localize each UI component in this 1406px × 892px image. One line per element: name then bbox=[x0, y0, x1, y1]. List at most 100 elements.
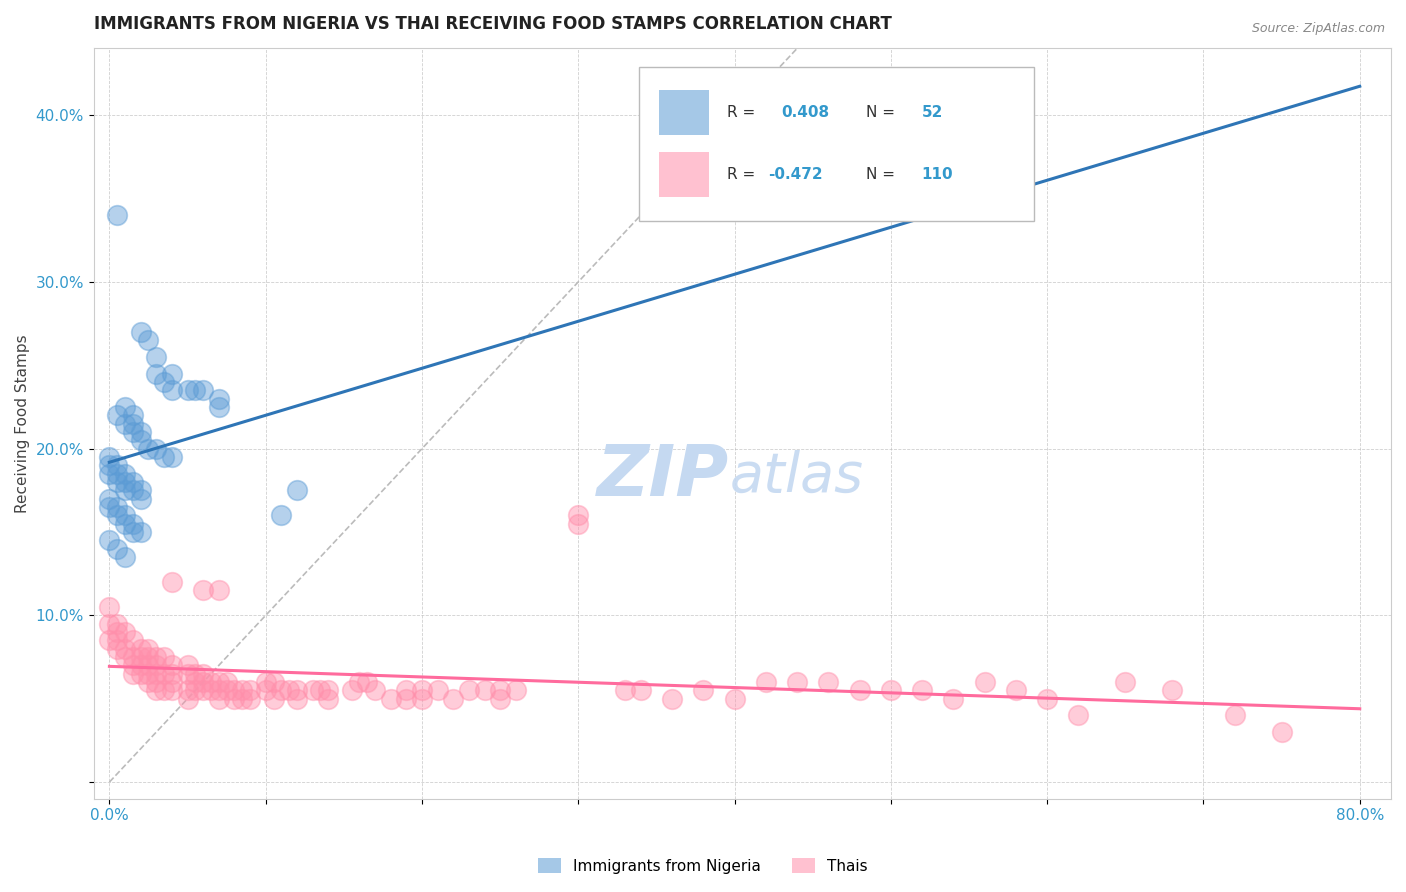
Text: -0.472: -0.472 bbox=[768, 167, 823, 182]
Point bbox=[121, 666, 143, 681]
FancyBboxPatch shape bbox=[659, 90, 709, 135]
Point bbox=[129, 425, 152, 439]
Point bbox=[176, 683, 198, 698]
Point bbox=[98, 633, 121, 648]
Legend: Immigrants from Nigeria, Thais: Immigrants from Nigeria, Thais bbox=[533, 852, 873, 880]
Point bbox=[114, 483, 136, 498]
Point bbox=[1114, 675, 1136, 690]
Point bbox=[160, 367, 183, 381]
Point bbox=[98, 600, 121, 615]
Point bbox=[184, 666, 207, 681]
Point bbox=[153, 683, 176, 698]
Point bbox=[224, 691, 246, 706]
FancyBboxPatch shape bbox=[638, 67, 1035, 221]
Text: IMMIGRANTS FROM NIGERIA VS THAI RECEIVING FOOD STAMPS CORRELATION CHART: IMMIGRANTS FROM NIGERIA VS THAI RECEIVIN… bbox=[94, 15, 891, 33]
Point bbox=[176, 384, 198, 398]
Point bbox=[160, 675, 183, 690]
Point bbox=[105, 633, 128, 648]
Point bbox=[153, 650, 176, 665]
Point bbox=[105, 541, 128, 556]
Text: atlas: atlas bbox=[730, 450, 863, 502]
Point bbox=[270, 508, 292, 523]
Point bbox=[411, 691, 433, 706]
Point bbox=[614, 683, 637, 698]
Point bbox=[114, 650, 136, 665]
Point bbox=[176, 691, 198, 706]
Point bbox=[114, 417, 136, 431]
Point bbox=[309, 683, 332, 698]
Point bbox=[224, 683, 246, 698]
Point bbox=[105, 625, 128, 640]
Point bbox=[942, 691, 965, 706]
Point bbox=[138, 442, 160, 456]
Text: R =: R = bbox=[727, 104, 761, 120]
Point bbox=[145, 658, 167, 673]
Point bbox=[239, 691, 262, 706]
Point bbox=[208, 400, 231, 414]
Point bbox=[263, 691, 285, 706]
Point bbox=[121, 650, 143, 665]
Point bbox=[184, 384, 207, 398]
Point bbox=[1005, 683, 1028, 698]
Point bbox=[285, 683, 308, 698]
Point bbox=[176, 666, 198, 681]
Point bbox=[121, 516, 143, 531]
Point bbox=[105, 409, 128, 423]
Point bbox=[160, 450, 183, 464]
Point bbox=[630, 683, 652, 698]
Point bbox=[231, 691, 253, 706]
Point bbox=[121, 409, 143, 423]
Point bbox=[285, 483, 308, 498]
Point bbox=[441, 691, 464, 706]
Point bbox=[145, 442, 167, 456]
Point bbox=[129, 658, 152, 673]
Point bbox=[121, 475, 143, 489]
Point bbox=[239, 683, 262, 698]
Point bbox=[270, 683, 292, 698]
Y-axis label: Receiving Food Stamps: Receiving Food Stamps bbox=[15, 334, 30, 513]
Point bbox=[121, 417, 143, 431]
Point bbox=[98, 458, 121, 473]
Point bbox=[129, 641, 152, 656]
Point bbox=[184, 675, 207, 690]
FancyBboxPatch shape bbox=[659, 152, 709, 197]
Point bbox=[567, 516, 589, 531]
Point bbox=[786, 675, 808, 690]
Point bbox=[380, 691, 402, 706]
Point bbox=[105, 500, 128, 514]
Point bbox=[98, 500, 121, 514]
Point bbox=[153, 450, 176, 464]
Point bbox=[98, 467, 121, 481]
Point bbox=[129, 483, 152, 498]
Point bbox=[160, 384, 183, 398]
Point bbox=[193, 666, 215, 681]
Text: 110: 110 bbox=[921, 167, 953, 182]
Text: N =: N = bbox=[866, 104, 900, 120]
Point bbox=[254, 675, 277, 690]
Point bbox=[129, 666, 152, 681]
Text: ZIP: ZIP bbox=[598, 442, 730, 510]
Point bbox=[114, 475, 136, 489]
Point bbox=[105, 641, 128, 656]
Point bbox=[880, 683, 903, 698]
Point bbox=[114, 400, 136, 414]
Point bbox=[129, 434, 152, 448]
Point bbox=[263, 675, 285, 690]
Point bbox=[474, 683, 496, 698]
Point bbox=[153, 375, 176, 389]
Point bbox=[184, 683, 207, 698]
Point bbox=[973, 675, 995, 690]
Point bbox=[105, 508, 128, 523]
Point bbox=[723, 691, 745, 706]
Point bbox=[215, 675, 238, 690]
Point bbox=[193, 384, 215, 398]
Point bbox=[208, 675, 231, 690]
Point bbox=[105, 467, 128, 481]
Point bbox=[661, 691, 683, 706]
Point bbox=[193, 583, 215, 598]
Point bbox=[98, 491, 121, 506]
Point bbox=[129, 491, 152, 506]
Point bbox=[114, 549, 136, 564]
Point bbox=[316, 691, 339, 706]
Point bbox=[114, 467, 136, 481]
